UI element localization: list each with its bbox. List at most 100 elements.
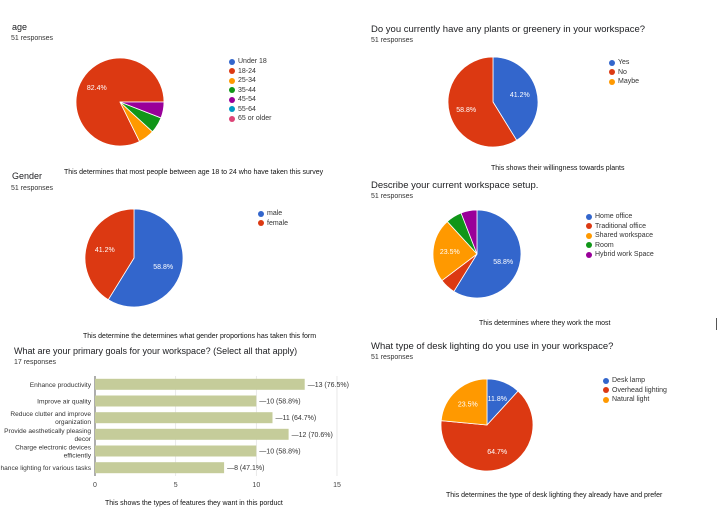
- legend-label: No: [618, 68, 627, 76]
- legend-label: 45-54: [238, 96, 256, 104]
- legend-label: Natural light: [612, 396, 650, 404]
- bar-data-label: —8 (47.1%): [227, 465, 264, 472]
- pie-slice-shared-workspace: [432, 220, 478, 282]
- legend-label: 65 or older: [238, 115, 272, 123]
- legend-label: Maybe: [618, 78, 640, 86]
- legend-label: Hybrid work Space: [595, 251, 654, 259]
- bar-improve-air-quality: [95, 395, 257, 407]
- legend-swatch: [586, 223, 592, 230]
- chart-note: This shows their willingness towards pla…: [491, 165, 625, 172]
- pie-data-label: 58.8%: [153, 264, 173, 271]
- response-count: 17 responses: [14, 359, 57, 366]
- category-label: organization: [55, 419, 91, 426]
- bar-data-label: —10 (58.8%): [259, 399, 300, 406]
- bar-charge-electronic-devices-efficiently: [95, 445, 257, 457]
- pie-data-label: 58.8%: [493, 259, 513, 266]
- pie-slice-45-54: [119, 101, 165, 119]
- legend-item-traditional-office: Traditional office: [586, 222, 654, 232]
- chart-note: This determines the type of desk lightin…: [446, 492, 663, 499]
- legend-item-natural-light: Natural light: [603, 395, 667, 405]
- bar-data-label: —13 (76.5%): [308, 382, 349, 389]
- legend-swatch: [603, 396, 609, 403]
- legend-item-maybe: Maybe: [609, 77, 639, 87]
- legend-item-55-64: 55-64: [229, 105, 271, 115]
- pie-slice-no: [447, 56, 518, 148]
- response-count: 51 responses: [371, 354, 414, 361]
- response-count: 51 responses: [371, 193, 414, 200]
- legend-item-male: male: [258, 209, 288, 219]
- category-label: Provide aesthetically pleasing: [4, 428, 91, 435]
- question-title: age: [12, 22, 28, 32]
- legend-item-no: No: [609, 68, 639, 78]
- pie-slice-overhead-lighting: [440, 390, 534, 472]
- bar-enhance-lighting-for-various-tasks: [95, 462, 225, 474]
- x-tick-label: 5: [174, 482, 178, 489]
- response-count: 51 responses: [371, 37, 414, 44]
- bar-data-label: —11 (64.7%): [276, 415, 317, 422]
- legend-swatch: [229, 115, 235, 122]
- legend-swatch: [609, 69, 615, 76]
- question-title: What type of desk lighting do you use in…: [371, 341, 614, 352]
- bar-provide-aesthetically-pleasing-decor: [95, 428, 289, 440]
- legend-item-female: female: [258, 219, 288, 229]
- bar-data-label: —12 (70.6%): [292, 432, 333, 439]
- bar-data-label: —10 (58.8%): [259, 449, 300, 456]
- category-label: Reduce clutter and improve: [10, 411, 91, 418]
- legend-swatch: [603, 387, 609, 394]
- legend-swatch: [229, 77, 235, 84]
- legend-swatch: [609, 78, 615, 85]
- legend-item-yes: Yes: [609, 58, 639, 68]
- pie-data-label: 23.5%: [458, 401, 478, 408]
- legend-label: Room: [595, 241, 614, 249]
- legend-label: Traditional office: [595, 222, 646, 230]
- legend-item-35-44: 35-44: [229, 86, 271, 96]
- category-label: Enhance lighting for various tasks: [0, 465, 92, 472]
- legend-label: Shared workspace: [595, 232, 653, 240]
- legend-label: male: [267, 210, 283, 218]
- legend-label: Yes: [618, 59, 630, 67]
- legend-swatch: [229, 87, 235, 94]
- workspace-legend: Home office Traditional office Shared work…: [586, 212, 654, 260]
- legend-item-shared-workspace: Shared workspace: [586, 231, 654, 241]
- question-title: Describe your current workspace setup.: [371, 180, 539, 191]
- chart-note: This determine the determines what gende…: [83, 333, 317, 340]
- pie-slice-hybrid-work-space: [460, 209, 478, 255]
- legend-item-room: Room: [586, 241, 654, 251]
- legend-item-hybrid-work-space: Hybrid work Space: [586, 250, 654, 260]
- pie-slice-male: [107, 208, 184, 308]
- age-legend: Under 18 18-24 25-34 35-44 45-54 55-64 65 or o…: [229, 57, 271, 124]
- bar-enhance-productivity: [95, 378, 305, 390]
- legend-swatch: [586, 232, 592, 239]
- question-title: What are your primary goals for your wor…: [14, 346, 298, 356]
- category-label: Charge electronic devices: [15, 445, 92, 452]
- legend-swatch: [258, 210, 264, 217]
- legend-item-25-34: 25-34: [229, 76, 271, 86]
- legend-swatch: [229, 106, 235, 113]
- question-title: Gender: [12, 171, 43, 181]
- legend-label: 55-64: [238, 105, 256, 113]
- pie-data-label: 23.5%: [440, 249, 460, 256]
- question-title: Do you currently have any plants or gree…: [371, 24, 646, 35]
- x-tick-label: 0: [93, 482, 97, 489]
- legend-item-65-or-older: 65 or older: [229, 114, 271, 124]
- legend-swatch: [229, 68, 235, 75]
- legend-item-desk-lamp: Desk lamp: [603, 376, 667, 386]
- category-label: Improve air quality: [37, 399, 92, 406]
- pie-data-label: 41.2%: [510, 92, 530, 99]
- pie-slice-female: [84, 208, 135, 301]
- pie-slice-18-24: [75, 57, 165, 147]
- response-count: 51 responses: [11, 185, 54, 192]
- legend-label: 35-44: [238, 86, 256, 94]
- x-tick-label: 15: [333, 482, 341, 489]
- legend-label: Desk lamp: [612, 377, 646, 385]
- lighting-legend: Desk lamp Overhead lighting Natural light: [603, 376, 667, 405]
- pie-data-label: 11.8%: [488, 396, 507, 403]
- legend-item-home-office: Home office: [586, 212, 654, 222]
- legend-swatch: [586, 251, 592, 258]
- category-label: Enhance productivity: [30, 382, 92, 389]
- legend-label: female: [267, 219, 289, 227]
